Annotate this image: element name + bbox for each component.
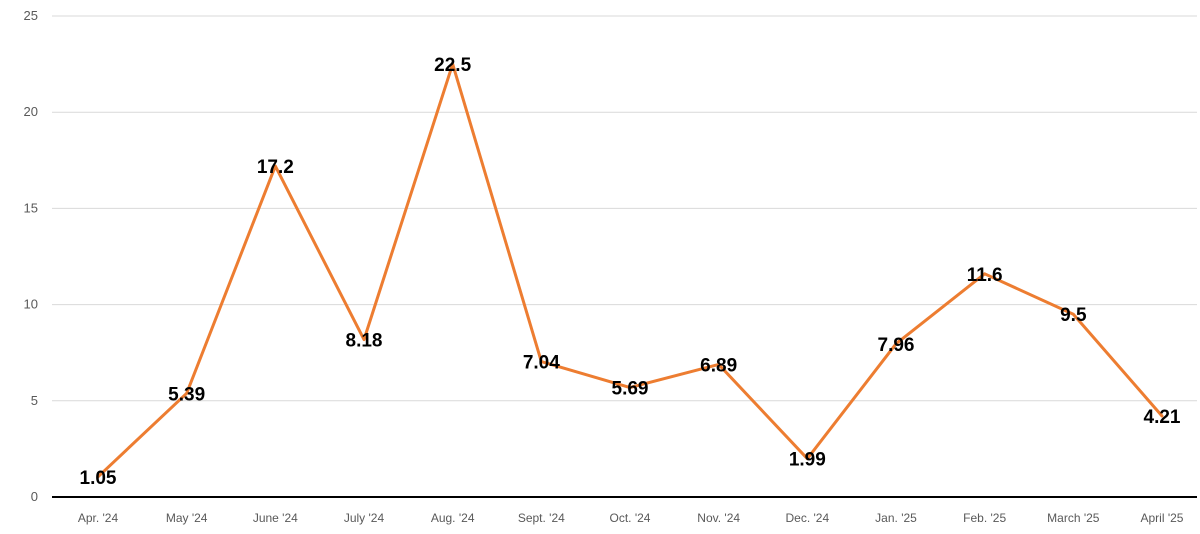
x-tick-label: July '24 xyxy=(344,511,385,525)
data-label: 7.04 xyxy=(523,353,560,374)
data-label: 1.99 xyxy=(789,450,826,471)
x-axis-ticks: Apr. '24 May '24 June '24 July '24 Aug. '24 S… xyxy=(78,511,1184,525)
x-tick-label: June '24 xyxy=(253,511,298,525)
data-label: 5.69 xyxy=(612,379,649,400)
y-tick-label: 25 xyxy=(24,8,38,23)
data-label: 1.05 xyxy=(80,468,117,489)
x-tick-label: Apr. '24 xyxy=(78,511,119,525)
data-label: 8.18 xyxy=(346,331,383,352)
y-tick-label: 5 xyxy=(31,393,38,408)
series-group xyxy=(96,62,1164,479)
y-tick-label: 15 xyxy=(24,200,38,215)
data-labels: 1.05 5.39 17.2 8.18 22.5 7.04 5.69 6.89 1.99 7.96… xyxy=(80,55,1181,489)
data-label: 7.96 xyxy=(878,335,915,356)
y-tick-label: 10 xyxy=(24,297,38,312)
data-label: 5.39 xyxy=(168,384,205,405)
x-tick-label: Oct. '24 xyxy=(610,511,651,525)
x-tick-label: Sept. '24 xyxy=(518,511,565,525)
gridlines xyxy=(52,15,1197,402)
y-axis-ticks: 0 5 10 15 20 25 xyxy=(24,8,38,504)
data-label: 22.5 xyxy=(434,55,471,76)
x-tick-label: Jan. '25 xyxy=(875,511,917,525)
data-label: 4.21 xyxy=(1144,407,1181,428)
x-tick-label: May '24 xyxy=(166,511,208,525)
x-tick-label: April '25 xyxy=(1141,511,1184,525)
x-tick-label: Feb. '25 xyxy=(963,511,1006,525)
data-label: 9.5 xyxy=(1060,305,1087,326)
y-tick-label: 20 xyxy=(24,104,38,119)
data-label: 11.6 xyxy=(967,265,1003,286)
x-tick-label: Aug. '24 xyxy=(431,511,475,525)
x-tick-label: Dec. '24 xyxy=(786,511,830,525)
series-line xyxy=(96,62,1164,479)
data-label: 6.89 xyxy=(700,355,737,376)
y-tick-label: 0 xyxy=(31,489,38,504)
x-tick-label: Nov. '24 xyxy=(697,511,740,525)
data-label: 17.2 xyxy=(257,157,294,178)
x-tick-label: March '25 xyxy=(1047,511,1100,525)
